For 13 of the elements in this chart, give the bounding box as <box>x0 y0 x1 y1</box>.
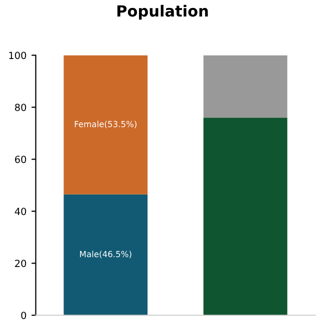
bar <box>64 194 148 316</box>
y-tick-label: 100 <box>9 52 26 60</box>
y-tick-label: 0 <box>21 312 26 320</box>
y-tick-label: 80 <box>15 104 26 112</box>
data-label: Female(53.5%) <box>74 120 136 128</box>
bar <box>64 55 148 194</box>
bar <box>203 55 288 118</box>
data-label: Male(46.5%) <box>80 250 132 258</box>
bar <box>203 118 288 316</box>
y-tick-label: 40 <box>14 208 26 216</box>
y-tick-label: 20 <box>15 260 26 268</box>
chart-title: Population <box>117 4 208 20</box>
y-tick-label: 60 <box>15 156 26 164</box>
